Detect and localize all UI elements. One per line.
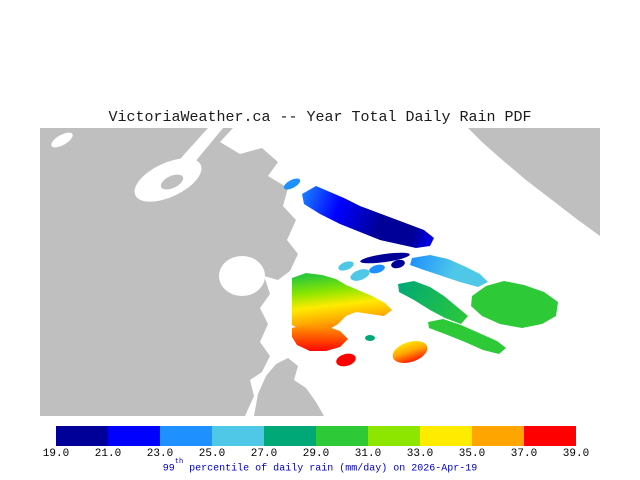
colorbar-tick-label: 35.0	[458, 448, 486, 460]
colorbar	[56, 426, 576, 446]
islet-cyan-1	[338, 261, 354, 271]
chart-title: VictoriaWeather.ca -- Year Total Daily R…	[108, 109, 532, 126]
colorbar-tick-labels: 19.0 21.0 23.0 25.0 27.0 29.0 31.0 33.0 …	[43, 448, 589, 462]
colorbar-segment	[212, 426, 264, 446]
caption-ordinal: th	[174, 458, 184, 466]
colorbar-tick-label: 23.0	[146, 448, 174, 460]
colorbar-tick-label: 37.0	[510, 448, 538, 460]
islet-red	[336, 353, 356, 367]
islet-navy-spot	[391, 259, 405, 269]
colorbar-tick-label: 33.0	[406, 448, 434, 460]
bay-south	[219, 256, 265, 296]
colorbar-segment	[316, 426, 368, 446]
islet-navy-sliver	[360, 252, 410, 264]
landmass-west	[40, 128, 298, 416]
island-north-blue	[302, 186, 434, 248]
islet-teal-small	[365, 335, 375, 341]
colorbar-tick-label: 25.0	[198, 448, 226, 460]
caption: 99th percentile of daily rain (mm/day) o…	[0, 458, 640, 475]
colorbar-segment	[472, 426, 524, 446]
island-central-main	[292, 273, 392, 332]
colorbar-tick-label: 39.0	[562, 448, 590, 460]
island-southeast-green	[428, 319, 506, 354]
island-teal	[398, 281, 468, 324]
colorbar-segment	[56, 426, 108, 446]
colorbar-tick-label: 31.0	[354, 448, 382, 460]
landmass-northeast	[468, 128, 600, 236]
colorbar-segment	[524, 426, 576, 446]
colorbar-segment	[368, 426, 420, 446]
inlet-small	[51, 132, 73, 148]
colorbar-tick-label: 21.0	[94, 448, 122, 460]
map	[40, 128, 600, 416]
caption-text: percentile of daily rain (mm/day) on 202…	[183, 463, 478, 475]
colorbar-segment	[108, 426, 160, 446]
landmass-south-peninsula	[254, 358, 324, 416]
islet-orange	[392, 340, 428, 364]
islet-blue-northwest	[283, 178, 301, 190]
colorbar-tick-label: 29.0	[302, 448, 330, 460]
islet-dodger	[369, 264, 385, 274]
colorbar-tick-label: 27.0	[250, 448, 278, 460]
island-east-green	[471, 281, 558, 328]
island-mid-cyan	[410, 255, 488, 287]
islet-cyan-2	[350, 269, 370, 281]
colorbar-segment	[420, 426, 472, 446]
colorbar-segment	[264, 426, 316, 446]
colorbar-segment	[160, 426, 212, 446]
caption-number: 99	[162, 463, 175, 475]
island-central-lower	[292, 324, 348, 351]
bay-island	[160, 174, 184, 190]
colorbar-tick-label: 19.0	[42, 448, 70, 460]
